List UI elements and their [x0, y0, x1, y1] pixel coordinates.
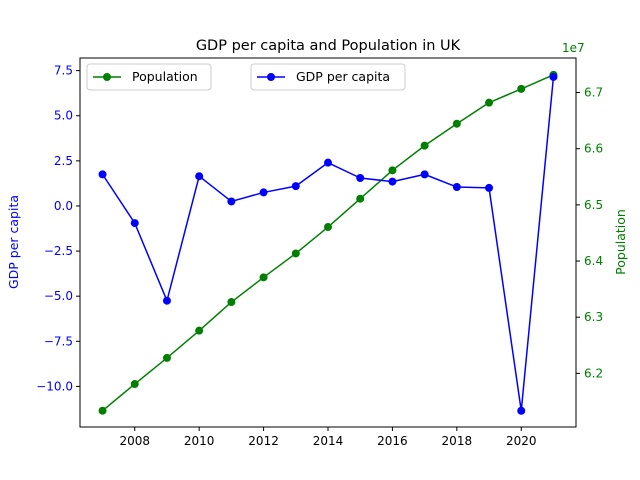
left-tick-label: 7.5: [54, 64, 73, 78]
gdp-per-capita-point: [98, 170, 107, 179]
gdp-per-capita-point: [162, 296, 171, 305]
x-tick-label: 2020: [506, 434, 537, 448]
population-point: [356, 194, 365, 203]
left-tick-label: −5.0: [44, 289, 73, 303]
population-point: [162, 353, 171, 362]
right-tick-label: 6.7: [584, 86, 603, 100]
legend-gdp: GDP per capita: [250, 63, 406, 91]
right-tick-label: 6.5: [584, 198, 603, 212]
population-point: [259, 273, 268, 282]
x-tick-label: 2014: [313, 434, 344, 448]
legend-population: Population: [86, 63, 212, 91]
right-tick-label: 6.3: [584, 310, 603, 324]
x-axis: 2008 2010 2012 2014 2016 2018 2020: [119, 427, 537, 448]
gdp-per-capita-point: [420, 170, 429, 179]
x-tick-label: 2016: [377, 434, 408, 448]
population-point: [98, 406, 107, 415]
gdp-per-capita-point: [291, 182, 300, 191]
gdp-per-capita-point: [452, 183, 461, 192]
population-point: [195, 326, 204, 335]
right-tick-label: 6.4: [584, 254, 603, 268]
right-axis-label: Population: [613, 209, 628, 275]
right-tick-label: 6.2: [584, 366, 603, 380]
population-point: [485, 98, 494, 107]
legend-population-marker: [103, 73, 111, 81]
left-y-axis: −10.0 −7.5 −5.0 −2.5 0.0 2.5 5.0 7.5: [36, 64, 80, 393]
gdp-per-capita-point: [324, 158, 332, 167]
population-point: [130, 380, 139, 389]
gdp-per-capita-line: [101, 76, 555, 412]
left-tick-label: 2.5: [54, 154, 73, 168]
population-point: [420, 141, 429, 150]
population-point: [388, 166, 397, 175]
population-point: [517, 84, 526, 93]
left-tick-label: −10.0: [36, 379, 73, 393]
chart-title: GDP per capita and Population in UK: [196, 38, 461, 54]
x-tick-label: 2008: [119, 434, 150, 448]
plot-area: [98, 70, 558, 415]
right-axis-offset-text: 1e7: [562, 41, 585, 55]
x-tick-label: 2012: [248, 434, 279, 448]
left-tick-label: 5.0: [54, 109, 73, 123]
population-line: [102, 74, 554, 412]
gdp-per-capita-point: [549, 72, 558, 81]
gdp-per-capita-point: [130, 219, 139, 228]
population-point: [291, 249, 300, 258]
x-tick-label: 2010: [184, 434, 215, 448]
gdp-per-capita-point: [517, 406, 526, 415]
gdp-per-capita-point: [485, 183, 494, 192]
left-axis-label: GDP per capita: [6, 195, 21, 289]
left-tick-label: −7.5: [44, 334, 73, 348]
legend-population-box: [86, 63, 212, 91]
right-tick-label: 6.6: [584, 142, 603, 156]
gdp-per-capita-point: [388, 177, 397, 186]
plot-frame: [79, 57, 577, 428]
population-point: [452, 119, 461, 128]
x-tick-label: 2018: [442, 434, 473, 448]
legend-gdp-box: [250, 63, 406, 91]
legend-gdp-marker: [267, 73, 275, 81]
population-point: [227, 298, 236, 307]
left-tick-label: 0.0: [54, 199, 73, 213]
population-point: [324, 223, 332, 232]
legend-population-label: Population: [132, 69, 198, 84]
gdp-per-capita-point: [227, 197, 236, 206]
left-tick-label: −2.5: [44, 244, 73, 258]
gdp-per-capita-point: [356, 173, 365, 182]
right-y-axis: 6.2 6.3 6.4 6.5 6.6 6.7: [576, 86, 603, 380]
gdp-per-capita-point: [195, 172, 204, 181]
gdp-per-capita-point: [259, 188, 268, 197]
legend-gdp-label: GDP per capita: [296, 69, 390, 84]
